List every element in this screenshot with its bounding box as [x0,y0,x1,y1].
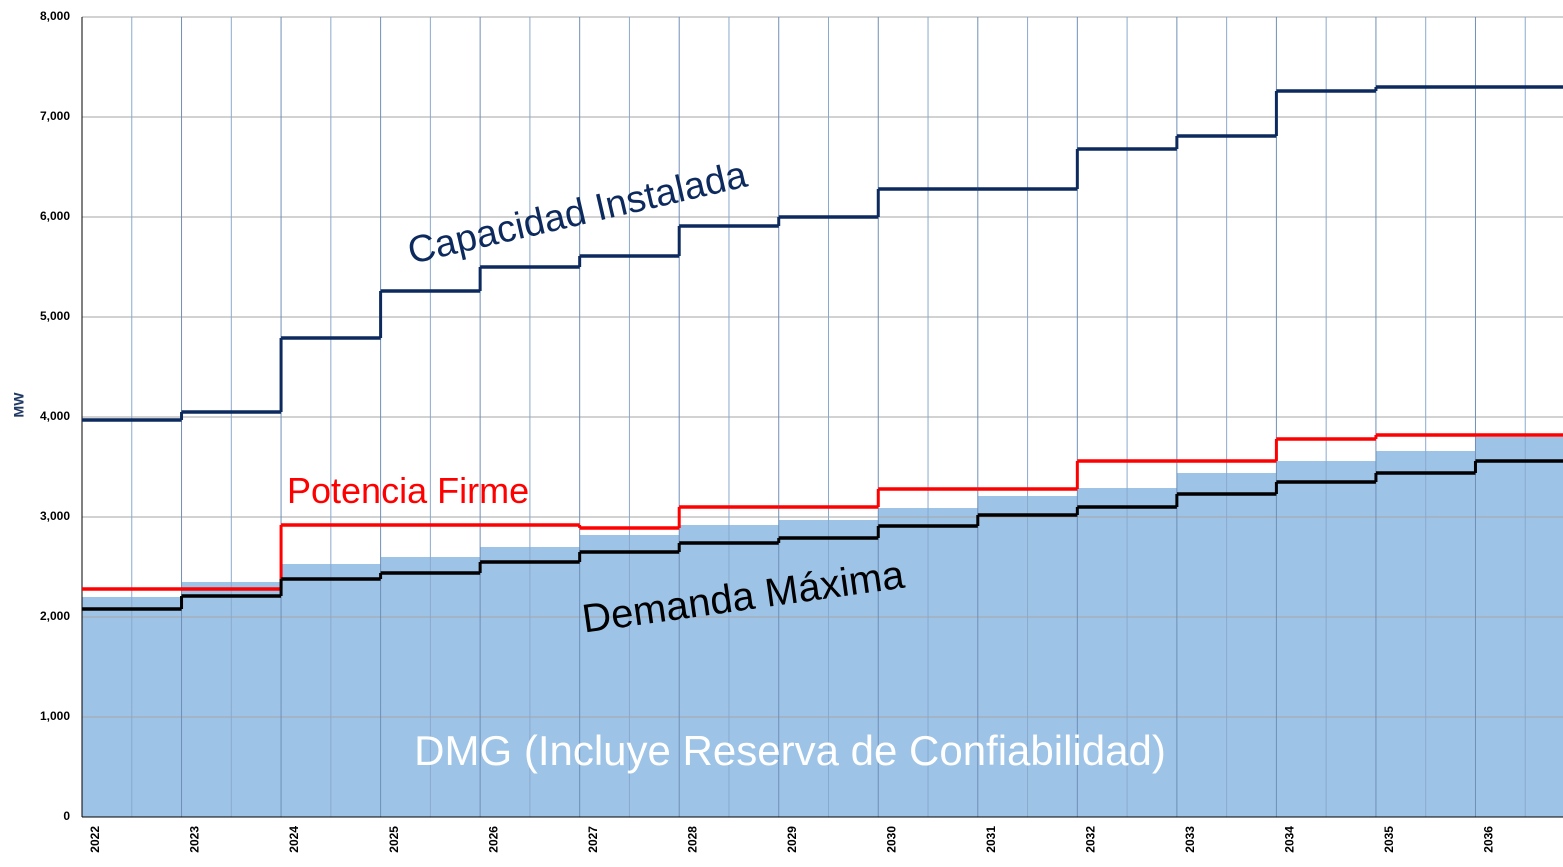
y-tick-label: 5,000 [40,309,70,323]
x-tick-label: 2025 [387,826,401,853]
x-tick-label: 2022 [88,826,102,853]
x-tick-label: 2035 [1382,826,1396,853]
x-tick-label: 2024 [287,826,301,853]
x-tick-label: 2036 [1482,826,1496,853]
x-tick-label: 2030 [884,826,898,853]
x-tick-label: 2032 [1084,826,1098,853]
x-tick-label: 2031 [984,826,998,853]
annotation: Potencia Firme [287,470,529,511]
x-tick-label: 2029 [785,826,799,853]
y-tick-label: 4,000 [40,409,70,423]
y-tick-label: 1,000 [40,709,70,723]
annotation: DMG (Incluye Reserva de Confiabilidad) [414,727,1166,774]
bar [1475,437,1563,817]
y-tick-label: 3,000 [40,509,70,523]
y-tick-label: 8,000 [40,9,70,23]
y-axis-label: MW [11,392,27,418]
x-tick-label: 2033 [1183,826,1197,853]
x-tick-label: 2034 [1283,826,1297,853]
annotation: Capacidad Instalada [404,154,752,273]
x-tick-label: 2027 [586,826,600,853]
y-tick-label: 0 [63,809,70,823]
y-tick-label: 6,000 [40,209,70,223]
x-tick-label: 2028 [685,826,699,853]
y-tick-label: 7,000 [40,109,70,123]
x-tick-label: 2023 [188,826,202,853]
x-tick-label: 2026 [486,826,500,853]
y-tick-label: 2,000 [40,609,70,623]
